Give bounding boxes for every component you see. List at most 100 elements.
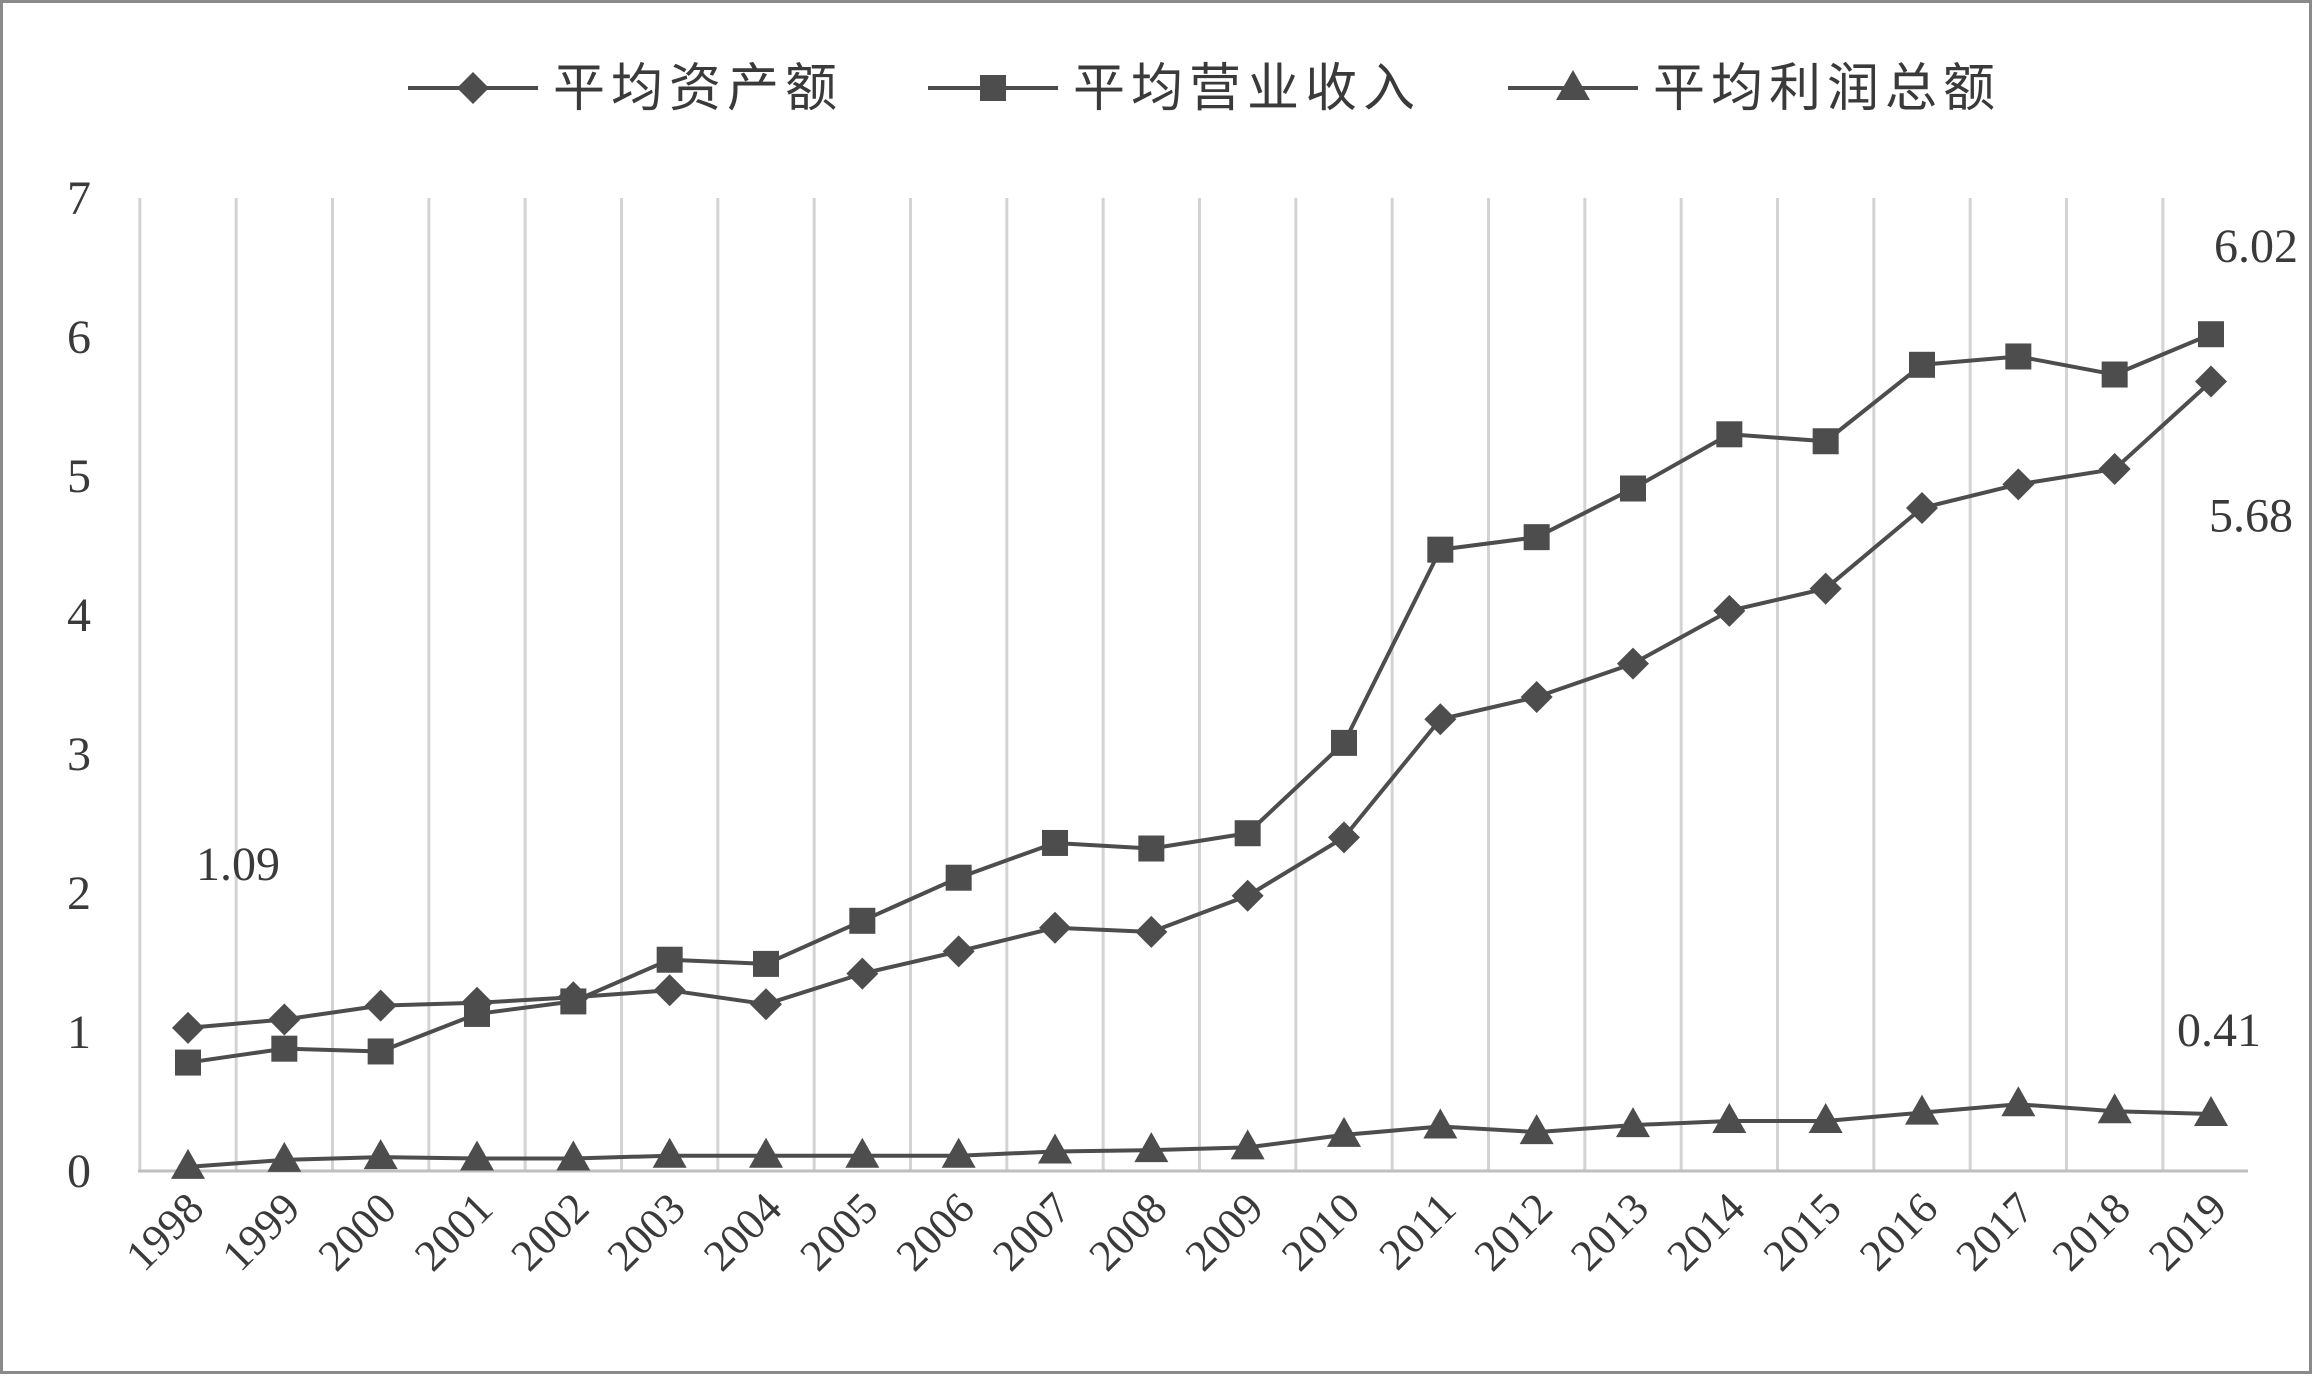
- triangle-marker: [1519, 1114, 1554, 1145]
- diamond-marker: [1424, 703, 1457, 736]
- series-line: [187, 332, 2212, 1065]
- series-markers: [171, 321, 2228, 1179]
- line-chart: 0 1 2 3 4 5 6 7 1998 1999 2000 2001 2002 2003 2004 2005…: [67, 59, 2298, 1280]
- x-tick-label: 2016: [1850, 1183, 1947, 1280]
- diamond-marker: [1617, 647, 1649, 680]
- y-tick-label: 7: [67, 172, 91, 225]
- diamond-marker: [750, 988, 782, 1021]
- square-marker: [1234, 820, 1261, 847]
- diamond-marker: [942, 935, 975, 968]
- x-tick-label: 2004: [694, 1183, 791, 1280]
- legend-item: 平均资产额: [408, 59, 837, 119]
- square-marker: [367, 1038, 394, 1065]
- x-tick-label: 2000: [309, 1183, 406, 1280]
- x-tick-label: 2019: [2139, 1183, 2236, 1280]
- x-tick-label: 2005: [791, 1183, 888, 1280]
- square-marker: [849, 907, 876, 934]
- y-tick-label: 5: [67, 450, 91, 503]
- triangle-marker: [2194, 1096, 2228, 1127]
- square-marker: [2101, 361, 2128, 388]
- triangle-marker: [1423, 1108, 1458, 1139]
- square-marker: [464, 1000, 490, 1027]
- diamond-marker: [2098, 453, 2131, 486]
- diamond-marker: [1713, 594, 1746, 627]
- diamond-marker: [1039, 911, 1071, 944]
- y-tick-label: 3: [67, 728, 91, 781]
- data-labels: 1.09 6.02 5.68 0.41: [196, 220, 2298, 1057]
- triangle-marker: [652, 1137, 687, 1168]
- x-tick-label: 2011: [1370, 1183, 1466, 1279]
- triangle-marker: [2097, 1093, 2132, 1124]
- diamond-marker: [268, 1003, 301, 1036]
- legend-triangle-marker: [1556, 70, 1590, 100]
- y-tick-label: 6: [67, 311, 91, 364]
- diamond-marker: [2195, 365, 2227, 398]
- triangle-marker: [1327, 1116, 1361, 1147]
- legend-item: 平均营业收入: [928, 59, 1421, 119]
- triangle-marker: [1905, 1094, 1939, 1125]
- diamond-marker: [1809, 572, 1842, 605]
- x-tick-label: 2012: [1465, 1183, 1562, 1280]
- x-tick-label: 2018: [2043, 1183, 2140, 1280]
- x-tick-label: 2006: [887, 1183, 984, 1280]
- series-line: [187, 1102, 2212, 1169]
- diamond-marker: [1135, 915, 1168, 948]
- gridlines: [138, 198, 2165, 1171]
- diamond-marker: [172, 1011, 204, 1044]
- square-marker: [1909, 351, 1935, 378]
- triangle-marker: [941, 1137, 976, 1168]
- square-marker: [2198, 321, 2224, 348]
- x-tick-label: 2015: [1754, 1183, 1851, 1280]
- square-marker: [2005, 343, 2032, 370]
- diamond-marker: [653, 974, 686, 1007]
- legend-label: 平均利润总额: [1653, 59, 2001, 119]
- triangle-marker: [1808, 1102, 1843, 1133]
- legend-square-marker: [980, 75, 1006, 101]
- square-marker: [1716, 421, 1743, 448]
- series-lines: [187, 332, 2213, 1169]
- triangle-marker: [363, 1139, 398, 1170]
- square-marker: [656, 946, 683, 973]
- x-tick-label: 2003: [598, 1183, 695, 1280]
- diamond-marker: [846, 957, 879, 990]
- square-marker: [1812, 428, 1839, 455]
- triangle-marker: [845, 1137, 880, 1168]
- diamond-marker: [1906, 491, 1938, 524]
- x-tick-label: 2009: [1176, 1183, 1273, 1280]
- triangle-marker: [1712, 1102, 1747, 1133]
- x-tick-label: 2007: [983, 1183, 1080, 1280]
- square-marker: [1042, 829, 1068, 856]
- y-tick-label: 2: [67, 867, 91, 920]
- x-tick-label: 2010: [1272, 1183, 1369, 1280]
- diamond-marker: [1231, 879, 1264, 912]
- diamond-marker: [2002, 468, 2035, 501]
- data-label: 1.09: [196, 838, 280, 891]
- square-marker: [1427, 536, 1454, 563]
- triangle-marker: [267, 1141, 302, 1172]
- triangle-marker: [1134, 1132, 1169, 1163]
- legend-item: 平均利润总额: [1508, 59, 2001, 119]
- y-tick-label: 4: [67, 589, 91, 642]
- square-marker: [753, 950, 779, 977]
- x-tick-label: 2001: [405, 1183, 502, 1280]
- square-marker: [271, 1035, 298, 1062]
- square-marker: [1523, 524, 1550, 551]
- triangle-marker: [2001, 1086, 2036, 1117]
- square-marker: [945, 864, 972, 891]
- data-label: 6.02: [2214, 220, 2298, 273]
- x-tick-label: 2008: [1080, 1183, 1177, 1280]
- x-tick-label: 2002: [502, 1183, 599, 1280]
- square-marker: [175, 1049, 201, 1076]
- legend-label: 平均营业收入: [1073, 59, 1421, 119]
- square-marker: [560, 988, 587, 1015]
- x-tick-label: 1998: [116, 1183, 213, 1280]
- legend-diamond-marker: [457, 72, 489, 104]
- square-marker: [1138, 835, 1165, 862]
- series-line: [187, 380, 2213, 1030]
- diamond-marker: [1328, 821, 1360, 854]
- diamond-marker: [1520, 681, 1553, 714]
- x-tick-label: 2014: [1658, 1183, 1755, 1280]
- triangle-marker: [460, 1140, 494, 1171]
- triangle-marker: [556, 1140, 591, 1171]
